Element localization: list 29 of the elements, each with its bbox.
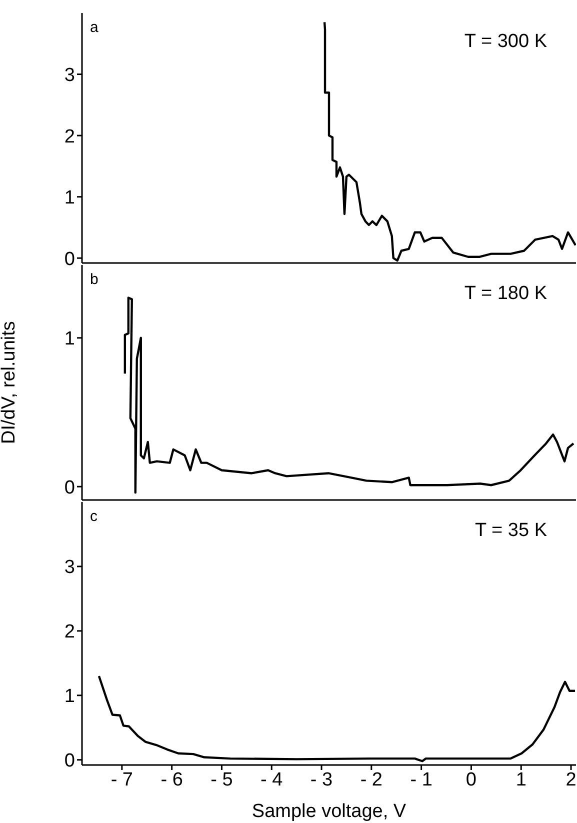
annotation: T = 35 K xyxy=(474,520,547,542)
x-tick-label: - 4 xyxy=(260,769,284,790)
y-tick-label: 1 xyxy=(64,686,75,708)
x-tick-label: - 3 xyxy=(310,769,333,790)
y-tick-label: 1 xyxy=(64,188,75,209)
x-tick-label: - 2 xyxy=(360,769,383,790)
annotation: T = 300 K xyxy=(464,31,547,53)
y-axis-title: DI/dV, rel.units xyxy=(0,321,20,444)
y-tick-label: 0 xyxy=(64,477,75,498)
x-tick-label: 2 xyxy=(566,769,576,790)
y-tick-label: 3 xyxy=(64,557,75,578)
line-series xyxy=(98,674,576,762)
annotation: a xyxy=(90,19,98,36)
y-tick-label: 2 xyxy=(64,126,75,148)
x-tick-label: - 1 xyxy=(410,769,432,790)
y-tick-label: 3 xyxy=(64,65,75,86)
annotation: T = 180 K xyxy=(464,283,547,305)
y-tick-label: 0 xyxy=(64,750,75,772)
y-tick-label: 2 xyxy=(64,622,75,643)
y-tick-label: 0 xyxy=(64,248,75,270)
y-tick-label: 1 xyxy=(64,328,75,350)
x-tick-label: 1 xyxy=(516,769,526,790)
x-tick-label: 0 xyxy=(466,769,476,790)
x-axis-title: Sample voltage, V xyxy=(252,801,406,822)
annotation: b xyxy=(90,271,98,288)
x-tick-label: - 5 xyxy=(210,769,233,790)
x-tick-label: - 6 xyxy=(160,769,183,790)
x-tick-label: - 7 xyxy=(110,769,134,790)
annotation: c xyxy=(90,508,98,525)
